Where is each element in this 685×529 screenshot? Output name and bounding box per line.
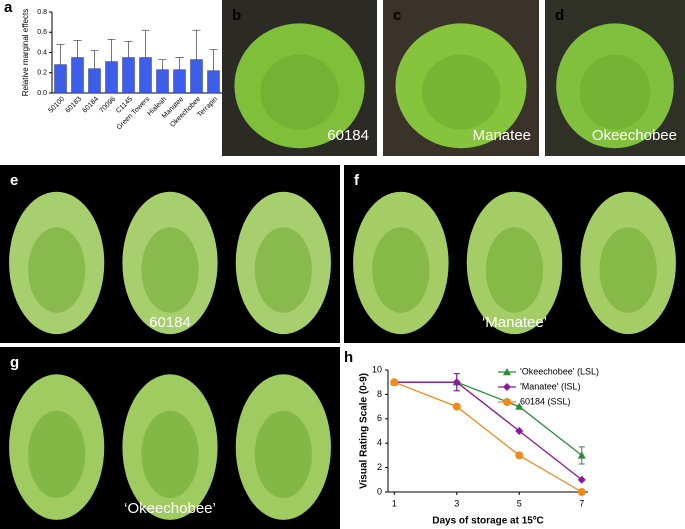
bar [190, 59, 203, 94]
photo-caption: ‘Manatee’ [482, 314, 547, 331]
lettuce-shade [254, 410, 312, 499]
marker [577, 475, 586, 484]
bar [207, 70, 220, 94]
bar [105, 61, 118, 94]
marker [577, 488, 586, 496]
error-bar [192, 29, 201, 60]
photo-caption: Manatee [473, 127, 531, 144]
x-tick-label: 5 [517, 498, 522, 508]
legend-label: 'Manatee' (ISL) [520, 381, 580, 391]
error-bar [141, 29, 150, 58]
lettuce-shade [579, 54, 651, 130]
y-tick-label: 0.8 [37, 9, 47, 16]
x-tick-label: 1 [392, 498, 397, 508]
y-tick-label: 0.2 [37, 70, 47, 77]
panel-letter: g [10, 354, 19, 371]
error-bar [90, 50, 99, 69]
lettuce-shade [28, 410, 86, 499]
error-bar [175, 57, 184, 70]
y-tick-label: 8 [377, 389, 382, 399]
lettuce-shade [254, 227, 312, 313]
photo: e 60184 [0, 165, 340, 343]
bar [139, 57, 152, 94]
y-tick-label: 0.4 [37, 49, 47, 56]
photo-caption: 60184 [149, 314, 191, 331]
lettuce-shade [141, 227, 199, 313]
bar [156, 69, 169, 94]
x-tick-label: 60183 [65, 96, 84, 115]
panel-letter: f [354, 172, 360, 189]
panel-letter: a [4, 0, 13, 16]
photo: c Manatee [383, 0, 539, 156]
panel-letter: h [344, 349, 353, 366]
bar [54, 64, 67, 94]
panel-letter: c [393, 7, 401, 24]
lettuce-shade [141, 410, 199, 499]
marker [452, 402, 461, 411]
y-axis-label: Relative marginal effects [21, 9, 30, 96]
marker [452, 378, 461, 387]
series-line [394, 381, 583, 493]
photo: b 60184 [222, 0, 377, 156]
x-tick-label: 50100 [48, 96, 67, 115]
lettuce-shade [421, 54, 501, 130]
y-tick-label: 0.0 [37, 90, 47, 97]
y-tick-label: 10 [372, 364, 382, 374]
error-bar [107, 38, 116, 62]
series-line [394, 381, 583, 481]
error-bar [209, 49, 218, 71]
y-tick-label: 0.6 [37, 29, 47, 36]
x-tick-label: 60184 [82, 96, 101, 115]
x-tick-label: 7 [579, 498, 584, 508]
y-axis-label: Visual Rating Scale (0-9) [359, 373, 370, 489]
bar [88, 68, 101, 94]
bar [71, 57, 84, 94]
lettuce-shade [260, 54, 339, 130]
photo-caption: Okeechobee [592, 127, 677, 144]
legend-label: 60184 (SSL) [520, 396, 571, 406]
marker [515, 402, 524, 410]
legend-marker [503, 398, 511, 406]
y-tick-label: 4 [377, 438, 382, 448]
y-tick-label: 2 [377, 462, 382, 472]
marker [515, 427, 524, 435]
y-tick-label: 6 [377, 413, 382, 423]
lettuce-shade [28, 227, 86, 313]
panel-letter: b [232, 7, 241, 24]
lettuce-shade [485, 227, 544, 313]
x-axis-label: Days of storage at 15ºC [432, 516, 543, 527]
bar [173, 69, 186, 94]
marker [577, 451, 586, 459]
legend-marker [503, 383, 511, 391]
photo: g ‘Okeechobee’ [0, 347, 340, 529]
error-bar [124, 40, 133, 58]
error-bar [73, 39, 82, 58]
error-bar [56, 44, 65, 65]
panel-letter: e [10, 172, 18, 189]
x-tick-label: 70096 [99, 96, 118, 115]
y-tick-label: 0 [377, 486, 382, 496]
bar [122, 57, 135, 94]
lettuce-shade [599, 227, 657, 313]
legend-marker [503, 368, 511, 376]
lettuce-shade [372, 227, 430, 313]
marker [515, 451, 524, 460]
error-bar [158, 59, 167, 70]
photo-caption: ‘Okeechobee’ [124, 500, 216, 517]
marker [390, 378, 399, 387]
photo: d Okeechobee [545, 0, 685, 156]
photo-caption: 60184 [327, 127, 369, 144]
legend-label: 'Okeechobee' (LSL) [520, 366, 599, 376]
x-tick-label: 3 [454, 498, 459, 508]
panel-letter: d [555, 7, 564, 24]
photo: f ‘Manatee’ [344, 165, 685, 343]
